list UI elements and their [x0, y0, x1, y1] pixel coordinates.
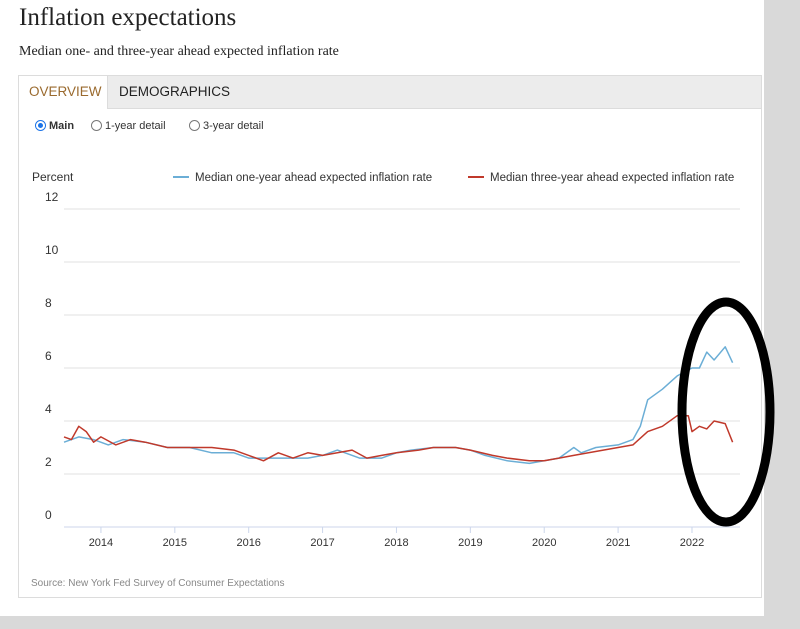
y-tick-label: 4	[45, 402, 52, 416]
legend-item: Median three-year ahead expected inflati…	[490, 172, 734, 184]
source-note: Source: New York Fed Survey of Consumer …	[31, 578, 285, 589]
radio-empty-icon	[189, 120, 200, 131]
page-title: Inflation expectations	[19, 4, 237, 31]
y-tick-label: 0	[45, 508, 52, 522]
y-tick-label: 8	[45, 296, 52, 310]
x-tick-labels: 2014 2015 2016 2017 2018 2019 2020 2021 2022	[89, 537, 705, 549]
y-tick-label: 2	[45, 455, 52, 469]
grid-lines	[64, 208, 740, 533]
x-tick-label: 2017	[310, 537, 334, 549]
radio-3-year-label: 3-year detail	[203, 120, 264, 132]
radio-main[interactable]: Main	[35, 120, 74, 132]
three-year-series-line	[63, 414, 734, 462]
series-lines	[63, 346, 734, 465]
y-axis-label: Percent	[32, 170, 74, 184]
x-tick-label: 2014	[89, 537, 113, 549]
radio-main-label: Main	[49, 120, 75, 132]
x-tick-label: 2015	[163, 537, 187, 549]
legend: Median one-year ahead expected inflation…	[173, 172, 734, 184]
tab-bar: OVERVIEW DEMOGRAPHICS	[19, 76, 761, 109]
tab-demographics[interactable]: DEMOGRAPHICS	[119, 84, 231, 99]
x-tick-label: 2022	[680, 537, 704, 549]
highlight-circle	[677, 297, 775, 527]
x-tick-label: 2019	[458, 537, 482, 549]
y-tick-label: 6	[45, 349, 52, 363]
radio-3-year-detail[interactable]: 3-year detail	[189, 120, 264, 132]
radio-1-year-label: 1-year detail	[105, 120, 166, 132]
legend-item: Median one-year ahead expected inflation…	[195, 172, 432, 184]
radio-1-year-detail[interactable]: 1-year detail	[91, 120, 166, 132]
x-tick-label: 2020	[532, 537, 556, 549]
page: Inflation expectations Median one- and t…	[0, 0, 764, 616]
x-tick-label: 2021	[606, 537, 630, 549]
chart-panel: OVERVIEW DEMOGRAPHICS Main 1-year detail…	[18, 75, 762, 598]
x-tick-label: 2016	[236, 537, 260, 549]
y-tick-label: 12	[45, 190, 59, 204]
radio-selected-icon	[35, 120, 46, 131]
tab-overview[interactable]: OVERVIEW	[19, 76, 108, 109]
y-tick-label: 10	[45, 243, 59, 257]
y-tick-labels: 0 2 4 6 8 10 12	[45, 190, 59, 522]
radio-empty-icon	[91, 120, 102, 131]
page-subtitle: Median one- and three-year ahead expecte…	[19, 44, 339, 59]
one-year-series-line	[63, 346, 734, 465]
x-tick-label: 2018	[384, 537, 408, 549]
